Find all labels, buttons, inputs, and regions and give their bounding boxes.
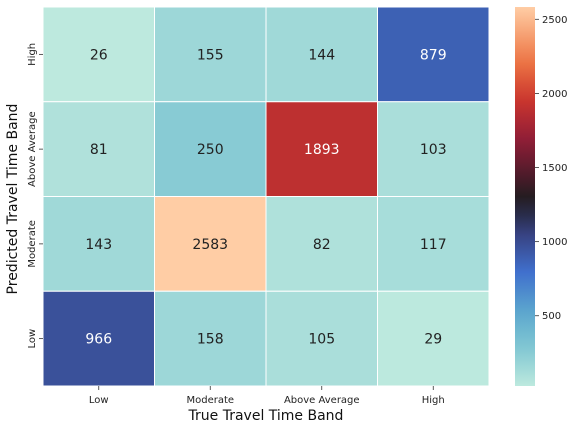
cell-value-label: 158: [197, 332, 224, 348]
y-tick-label: Above Average: [27, 111, 38, 187]
colorbar-tick-label: 1000: [542, 237, 567, 248]
heatmap-cell: [42, 290, 155, 387]
cell-value-label: 143: [85, 237, 112, 253]
y-axis-label: Predicted Travel Time Band: [5, 104, 21, 295]
x-tick-label: Above Average: [284, 395, 360, 406]
heatmap-cell: [154, 196, 267, 292]
colorbar-tick-label: 2500: [542, 15, 567, 26]
heatmap-cells: 26 155 144 879 81 250 1893 103 143 2583 82 117 966 15…: [42, 6, 490, 387]
heatmap-cell: [154, 6, 267, 103]
colorbar: [515, 7, 535, 386]
colorbar-tick-label: 2000: [542, 89, 567, 100]
cell-value-label: 966: [85, 332, 112, 348]
cell-value-label: 81: [90, 142, 108, 158]
x-tick-label: Low: [89, 395, 109, 406]
cell-value-label: 2583: [192, 237, 228, 253]
heatmap-cell: [154, 101, 267, 197]
y-tick-labels: High Above Average Moderate Low: [27, 43, 43, 349]
x-tick-label: Moderate: [186, 395, 234, 406]
colorbar-tick-labels: 500 1000 1500 2000 2500: [535, 15, 567, 322]
cell-value-label: 117: [420, 237, 447, 253]
heatmap-cell: [265, 6, 378, 103]
cell-value-label: 26: [90, 47, 108, 63]
cell-value-label: 250: [197, 142, 224, 158]
heatmap-cell: [377, 101, 490, 197]
heatmap-cell: [265, 290, 378, 387]
heatmap-cell: [377, 6, 490, 103]
x-tick-labels: Low Moderate Above Average High: [89, 386, 445, 406]
heatmap-cell: [42, 6, 155, 103]
cell-value-label: 29: [424, 332, 442, 348]
heatmap-cell: [377, 196, 490, 292]
cell-value-label: 103: [420, 142, 447, 158]
cell-value-label: 82: [313, 237, 331, 253]
colorbar-tick-label: 500: [542, 311, 561, 322]
cell-value-label: 879: [420, 47, 447, 63]
x-tick-label: High: [422, 395, 445, 406]
y-tick-label: Moderate: [27, 220, 38, 268]
cell-value-label: 105: [308, 332, 335, 348]
heatmap-cell: [377, 290, 490, 387]
colorbar-tick-label: 1500: [542, 163, 567, 174]
cell-value-label: 1893: [304, 142, 340, 158]
x-axis-label: True Travel Time Band: [188, 408, 344, 424]
cell-value-label: 144: [308, 47, 335, 63]
cell-value-label: 155: [197, 47, 224, 63]
heatmap-cell: [42, 101, 155, 197]
heatmap-cell: [154, 290, 267, 387]
y-tick-label: Low: [27, 329, 38, 349]
y-tick-label: High: [27, 43, 38, 66]
